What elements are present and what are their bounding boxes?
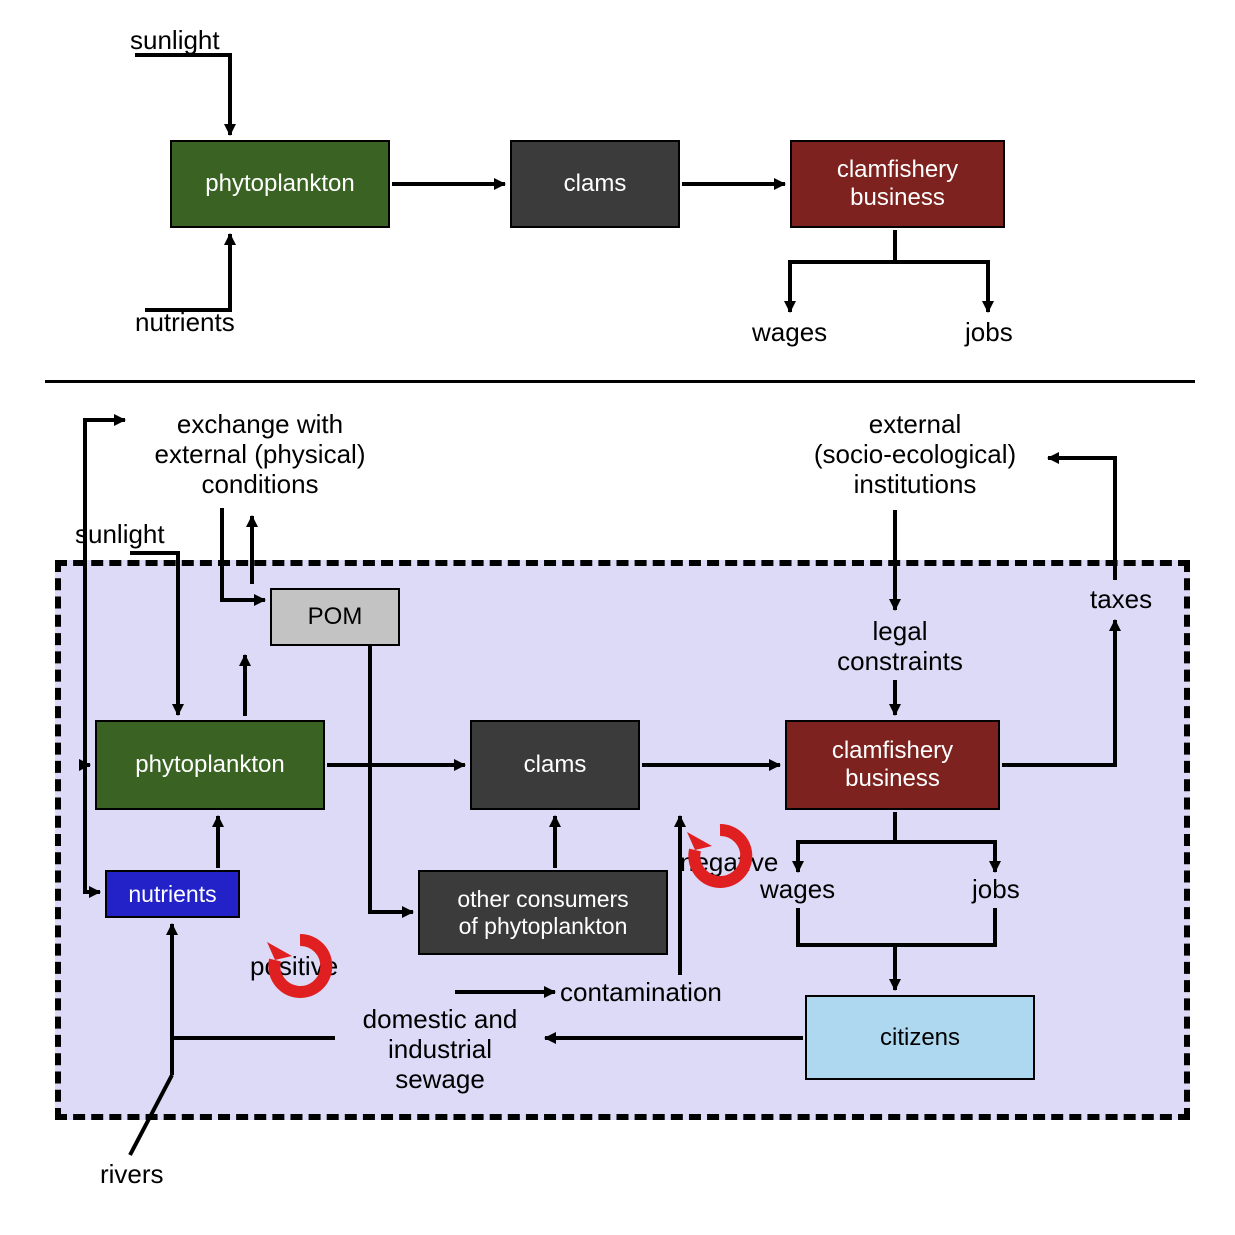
bottom-jobs-label: jobs: [972, 875, 1020, 905]
taxes-label: taxes: [1090, 585, 1152, 615]
pom-box: POM: [270, 588, 400, 646]
bottom-business-box: clamfishery business: [785, 720, 1000, 810]
top-business-text: clamfishery business: [837, 156, 958, 211]
top-business-box: clamfishery business: [790, 140, 1005, 228]
exchange-label: exchange with external (physical) condit…: [130, 410, 390, 500]
negative-label: negative: [680, 848, 778, 878]
bottom-phytoplankton-box: phytoplankton: [95, 720, 325, 810]
rivers-label: rivers: [100, 1160, 164, 1190]
external-inst-label: external (socio-ecological) institutions: [790, 410, 1040, 500]
bottom-clams-text: clams: [524, 751, 587, 779]
top-jobs-label: jobs: [965, 318, 1013, 348]
nutrients-box: nutrients: [105, 870, 240, 918]
citizens-box: citizens: [805, 995, 1035, 1080]
bottom-phytoplankton-text: phytoplankton: [135, 751, 284, 779]
sewage-label: domestic and industrial sewage: [340, 1005, 540, 1095]
top-nutrients-label: nutrients: [135, 308, 235, 338]
diagram-canvas: sunlight nutrients wages jobs phytoplank…: [0, 0, 1235, 1235]
top-phytoplankton-box: phytoplankton: [170, 140, 390, 228]
top-phytoplankton-text: phytoplankton: [205, 170, 354, 198]
positive-label: positive: [250, 952, 338, 982]
top-clams-text: clams: [564, 170, 627, 198]
top-wages-label: wages: [752, 318, 827, 348]
other-consumers-box: other consumers of phytoplankton: [418, 870, 668, 955]
bottom-clams-box: clams: [470, 720, 640, 810]
bottom-wages-label: wages: [760, 875, 835, 905]
nutrients-text: nutrients: [128, 881, 216, 907]
pom-text: POM: [308, 603, 363, 631]
top-sunlight-label: sunlight: [130, 26, 220, 56]
top-clams-box: clams: [510, 140, 680, 228]
bottom-business-text: clamfishery business: [832, 737, 953, 792]
divider-line: [45, 380, 1195, 383]
contamination-label: contamination: [560, 978, 722, 1008]
legal-label: legal constraints: [820, 617, 980, 677]
other-consumers-text: other consumers of phytoplankton: [457, 886, 628, 939]
bottom-sunlight-label: sunlight: [75, 520, 165, 550]
citizens-text: citizens: [880, 1024, 960, 1052]
